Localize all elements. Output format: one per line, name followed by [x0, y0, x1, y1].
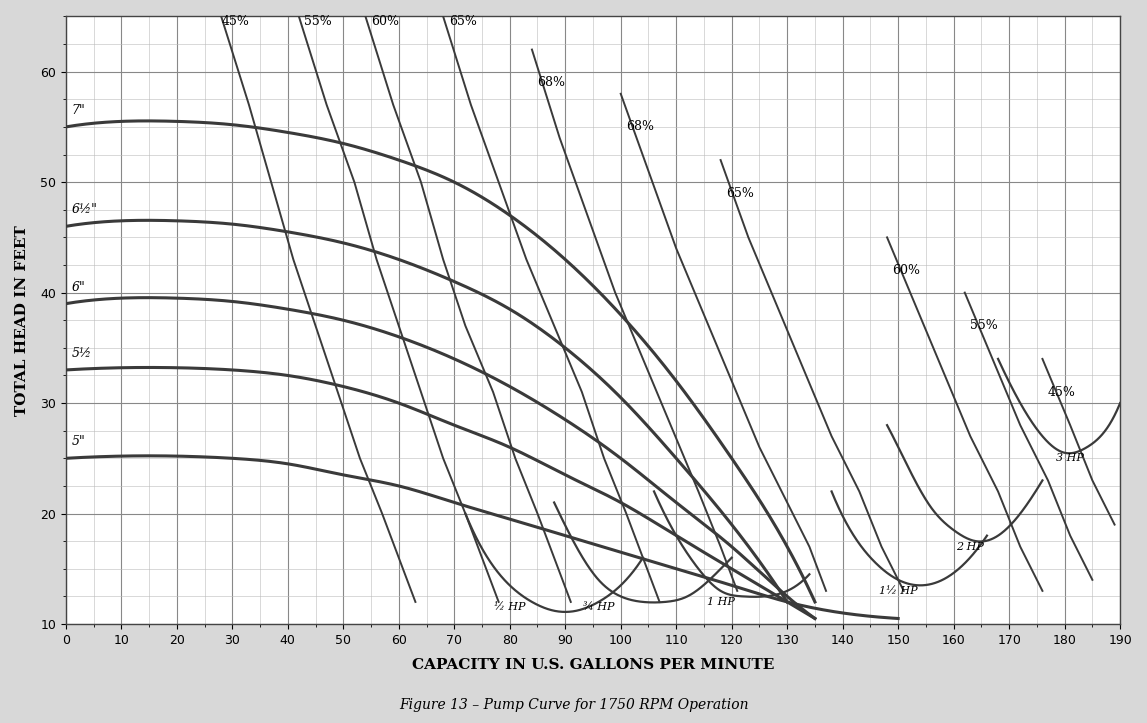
- Text: 68%: 68%: [538, 76, 565, 89]
- Text: 6": 6": [71, 281, 85, 294]
- Text: 6½": 6½": [71, 203, 97, 216]
- Text: 60%: 60%: [892, 264, 921, 277]
- Text: 55%: 55%: [970, 320, 998, 333]
- Text: 65%: 65%: [726, 187, 754, 200]
- Text: Figure 13 – Pump Curve for 1750 RPM Operation: Figure 13 – Pump Curve for 1750 RPM Oper…: [399, 698, 748, 712]
- Text: ½ HP: ½ HP: [494, 602, 525, 612]
- Text: 7": 7": [71, 104, 85, 117]
- Text: 60%: 60%: [370, 15, 399, 28]
- Text: 2 HP: 2 HP: [957, 542, 984, 552]
- Text: 65%: 65%: [448, 15, 477, 28]
- Text: ¾ HP: ¾ HP: [583, 602, 615, 612]
- Text: 3 HP: 3 HP: [1056, 453, 1084, 463]
- Text: 5": 5": [71, 435, 85, 448]
- Text: 1½ HP: 1½ HP: [879, 586, 918, 596]
- Text: 1 HP: 1 HP: [707, 597, 734, 607]
- Text: 5½: 5½: [71, 347, 92, 360]
- X-axis label: CAPACITY IN U.S. GALLONS PER MINUTE: CAPACITY IN U.S. GALLONS PER MINUTE: [412, 658, 774, 672]
- Text: 45%: 45%: [1048, 385, 1076, 398]
- Text: 45%: 45%: [221, 15, 249, 28]
- Text: 68%: 68%: [626, 121, 654, 134]
- Text: 55%: 55%: [304, 15, 333, 28]
- Y-axis label: TOTAL HEAD IN FEET: TOTAL HEAD IN FEET: [15, 225, 29, 416]
